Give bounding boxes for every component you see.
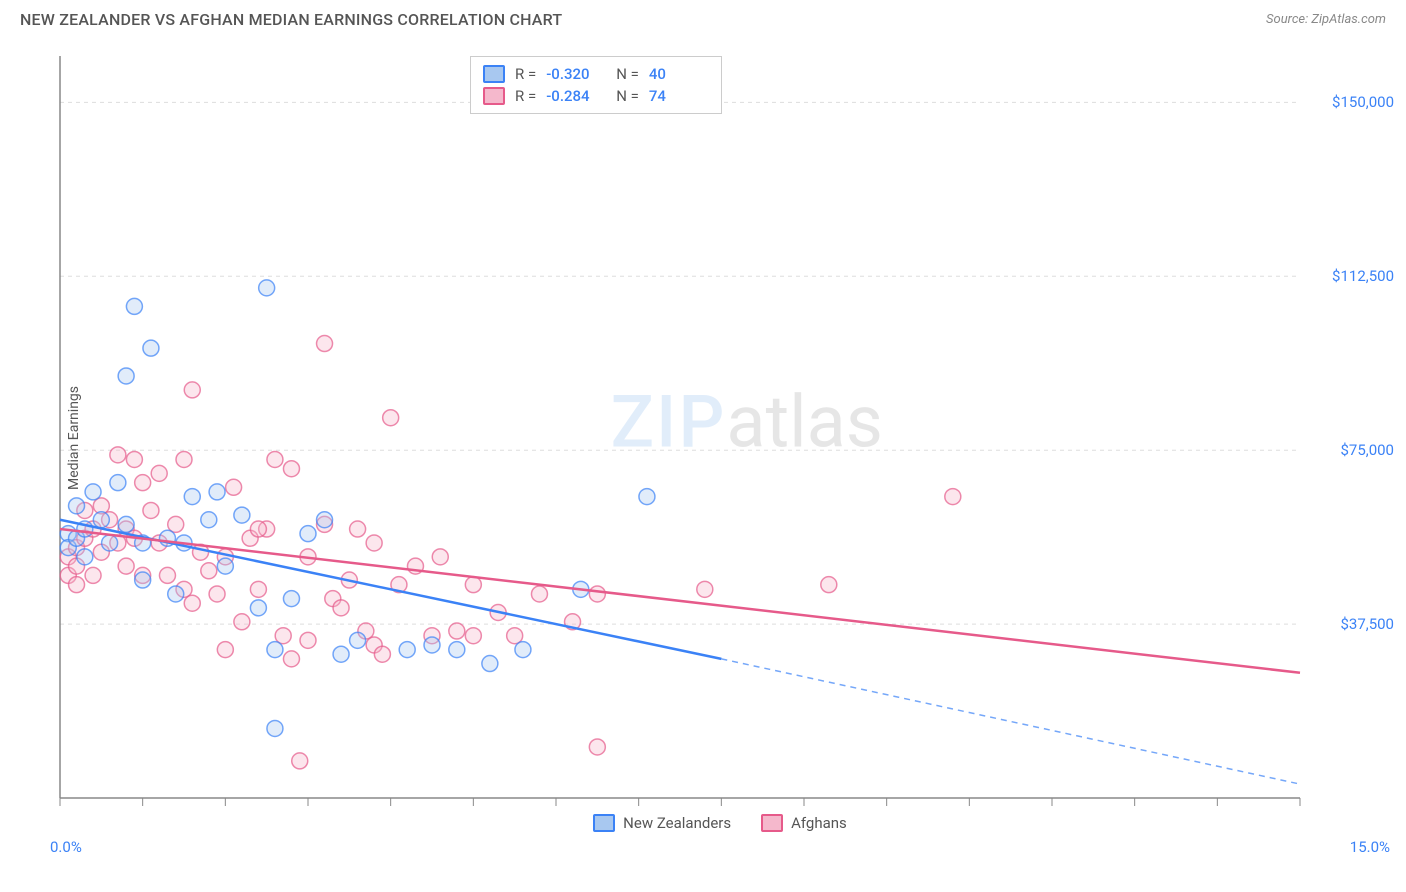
series-name-afghan: Afghans — [791, 814, 847, 832]
r-value-afghan: -0.284 — [546, 87, 606, 105]
swatch-afghan — [483, 87, 505, 105]
swatch-afghan-bottom — [761, 814, 783, 832]
source-label: Source: ZipAtlas.com — [1266, 12, 1386, 27]
watermark: ZIPatlas — [611, 380, 883, 465]
watermark-atlas: atlas — [726, 380, 883, 465]
series-legend: New Zealanders Afghans — [50, 814, 1390, 832]
stats-legend: R = -0.320 N = 40 R = -0.284 N = 74 — [470, 56, 722, 114]
r-label: R = — [515, 87, 536, 105]
r-value-nz: -0.320 — [546, 65, 606, 83]
r-label: R = — [515, 65, 536, 83]
n-value-afghan: 74 — [649, 87, 709, 105]
stats-row-nz: R = -0.320 N = 40 — [483, 63, 709, 85]
chart-container: Median Earnings ZIPatlas R = -0.320 N = … — [50, 48, 1390, 828]
header: NEW ZEALANDER VS AFGHAN MEDIAN EARNINGS … — [0, 0, 1406, 37]
n-label: N = — [616, 87, 639, 105]
n-label: N = — [616, 65, 639, 83]
y-tick-label: $37,500 — [1340, 615, 1394, 633]
chart-title: NEW ZEALANDER VS AFGHAN MEDIAN EARNINGS … — [20, 10, 562, 29]
watermark-zip: ZIP — [611, 380, 727, 465]
swatch-nz — [483, 65, 505, 83]
y-tick-label: $112,500 — [1332, 267, 1394, 285]
series-name-nz: New Zealanders — [623, 814, 731, 832]
stats-row-afghan: R = -0.284 N = 74 — [483, 85, 709, 107]
x-axis-max: 15.0% — [1350, 838, 1390, 856]
y-tick-label: $150,000 — [1332, 93, 1394, 111]
legend-item-afghan: Afghans — [761, 814, 847, 832]
y-tick-label: $75,000 — [1340, 441, 1394, 459]
x-axis-min: 0.0% — [50, 838, 82, 856]
n-value-nz: 40 — [649, 65, 709, 83]
swatch-nz-bottom — [593, 814, 615, 832]
legend-item-nz: New Zealanders — [593, 814, 731, 832]
